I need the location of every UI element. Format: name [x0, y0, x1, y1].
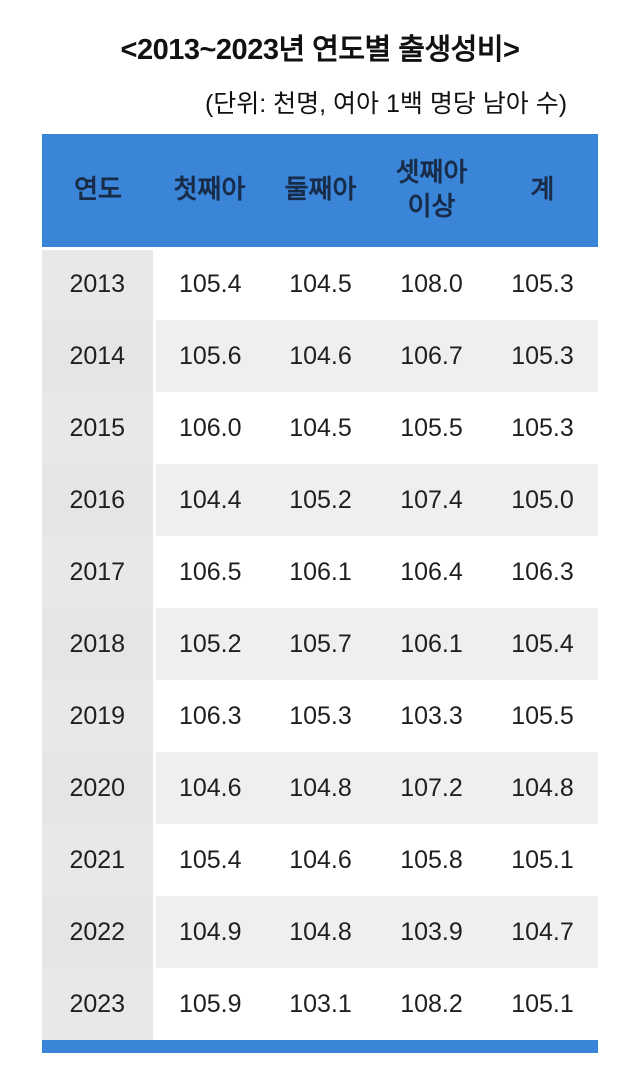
value-cell: 103.3 — [376, 680, 487, 752]
value-cell: 106.7 — [376, 320, 487, 392]
value-cell: 105.5 — [376, 392, 487, 464]
value-cell: 105.1 — [487, 824, 598, 896]
table-row: 2019 106.3 105.3 103.3 105.5 — [42, 680, 598, 752]
table-footer-bar — [42, 1040, 598, 1053]
year-cell: 2021 — [42, 824, 156, 896]
value-cell: 106.5 — [154, 536, 265, 608]
value-cell: 104.4 — [154, 464, 265, 536]
value-cell: 104.6 — [265, 824, 376, 896]
year-cell: 2023 — [42, 968, 156, 1040]
table-row: 2023 105.9 103.1 108.2 105.1 — [42, 968, 598, 1040]
value-cell: 104.9 — [154, 896, 265, 968]
table-row: 2022 104.9 104.8 103.9 104.7 — [42, 896, 598, 968]
year-cell: 2015 — [42, 392, 156, 464]
value-cell: 105.9 — [154, 968, 265, 1040]
year-cell: 2022 — [42, 896, 156, 968]
table-row: 2020 104.6 104.8 107.2 104.8 — [42, 752, 598, 824]
value-cell: 103.1 — [265, 968, 376, 1040]
value-cell: 104.8 — [487, 752, 598, 824]
value-cell: 105.4 — [487, 608, 598, 680]
birth-sex-ratio-table-container: 연도 첫째아 둘째아 셋째아 이상 계 2013 105.4 104.5 108.0 1… — [42, 134, 598, 1053]
header-cell-third-child-plus: 셋째아 이상 — [376, 134, 487, 250]
value-cell: 107.4 — [376, 464, 487, 536]
table-row: 2014 105.6 104.6 106.7 105.3 — [42, 320, 598, 392]
value-cell: 105.5 — [487, 680, 598, 752]
value-cell: 105.4 — [154, 248, 265, 320]
table-row: 2021 105.4 104.6 105.8 105.1 — [42, 824, 598, 896]
value-cell: 104.5 — [265, 248, 376, 320]
table-row: 2017 106.5 106.1 106.4 106.3 — [42, 536, 598, 608]
page-title: <2013~2023년 연도별 출생성비> — [120, 34, 520, 66]
header-row: 연도 첫째아 둘째아 셋째아 이상 계 — [42, 134, 598, 250]
value-cell: 105.6 — [154, 320, 265, 392]
value-cell: 106.3 — [154, 680, 265, 752]
value-cell: 105.2 — [154, 608, 265, 680]
header-cell-second-child: 둘째아 — [265, 134, 376, 250]
value-cell: 106.0 — [154, 392, 265, 464]
year-cell: 2013 — [42, 248, 156, 320]
header-cell-first-child: 첫째아 — [154, 134, 265, 250]
value-cell: 105.3 — [487, 248, 598, 320]
value-cell: 104.6 — [265, 320, 376, 392]
value-cell: 105.2 — [265, 464, 376, 536]
value-cell: 107.2 — [376, 752, 487, 824]
value-cell: 106.1 — [265, 536, 376, 608]
value-cell: 105.3 — [487, 392, 598, 464]
value-cell: 105.8 — [376, 824, 487, 896]
value-cell: 105.3 — [487, 320, 598, 392]
value-cell: 105.1 — [487, 968, 598, 1040]
year-cell: 2014 — [42, 320, 156, 392]
birth-sex-ratio-table: 연도 첫째아 둘째아 셋째아 이상 계 2013 105.4 104.5 108.0 1… — [42, 134, 598, 1040]
table-body: 2013 105.4 104.5 108.0 105.3 2014 105.6 104.6 10… — [42, 248, 598, 1040]
value-cell: 104.8 — [265, 752, 376, 824]
value-cell: 105.0 — [487, 464, 598, 536]
value-cell: 104.7 — [487, 896, 598, 968]
table-row: 2013 105.4 104.5 108.0 105.3 — [42, 248, 598, 320]
year-cell: 2018 — [42, 608, 156, 680]
header-cell-total: 계 — [487, 134, 598, 250]
table-row: 2015 106.0 104.5 105.5 105.3 — [42, 392, 598, 464]
value-cell: 104.6 — [154, 752, 265, 824]
value-cell: 106.1 — [376, 608, 487, 680]
year-cell: 2016 — [42, 464, 156, 536]
value-cell: 103.9 — [376, 896, 487, 968]
value-cell: 106.3 — [487, 536, 598, 608]
value-cell: 108.0 — [376, 248, 487, 320]
page-subtitle: (단위: 천명, 여아 1백 명당 남아 수) — [204, 90, 568, 118]
value-cell: 104.8 — [265, 896, 376, 968]
table-header: 연도 첫째아 둘째아 셋째아 이상 계 — [42, 134, 598, 250]
value-cell: 105.3 — [265, 680, 376, 752]
value-cell: 105.7 — [265, 608, 376, 680]
table-row: 2016 104.4 105.2 107.4 105.0 — [42, 464, 598, 536]
value-cell: 106.4 — [376, 536, 487, 608]
value-cell: 105.4 — [154, 824, 265, 896]
year-cell: 2017 — [42, 536, 156, 608]
header-cell-year: 연도 — [42, 134, 154, 250]
value-cell: 108.2 — [376, 968, 487, 1040]
value-cell: 104.5 — [265, 392, 376, 464]
table-row: 2018 105.2 105.7 106.1 105.4 — [42, 608, 598, 680]
year-cell: 2020 — [42, 752, 156, 824]
year-cell: 2019 — [42, 680, 156, 752]
